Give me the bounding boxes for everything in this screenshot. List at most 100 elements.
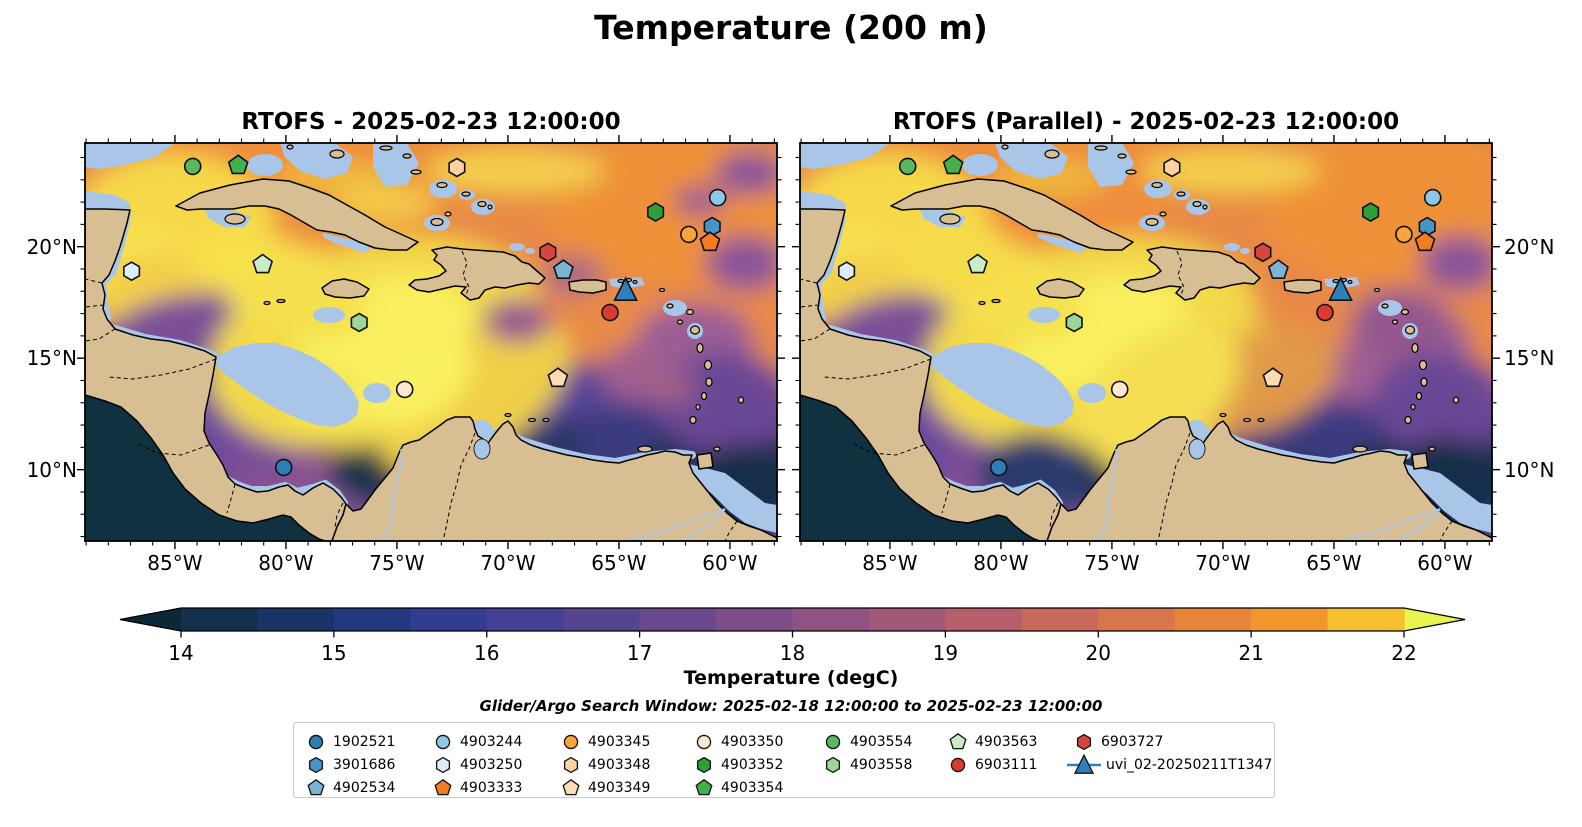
marker-4903563 — [967, 253, 989, 274]
x-tick-label-rtofs-4: 65°W — [591, 551, 647, 575]
legend-marker-4903345 — [563, 734, 579, 749]
colorbar-label: Temperature (degC) — [683, 667, 899, 689]
map-rtofs-parallel — [792, 135, 1500, 549]
legend-marker-4903558 — [825, 756, 841, 773]
marker-4903348 — [448, 157, 466, 178]
legend-marker-6903111 — [950, 757, 966, 772]
colorbar-tick-17: 17 — [626, 641, 653, 665]
y-tick-label-rtofs_parallel-1: 15°N — [1504, 346, 1555, 371]
marker-4903345 — [680, 225, 698, 244]
geography — [85, 143, 777, 541]
marker-4903333 — [1414, 231, 1436, 252]
colorbar-tick-16: 16 — [474, 641, 500, 665]
marker-4903558 — [1065, 312, 1083, 333]
marker-6903111 — [1316, 303, 1334, 322]
legend-marker-4903354 — [695, 778, 713, 795]
marker-4903250 — [123, 261, 141, 282]
marker-4903350 — [1110, 380, 1129, 399]
marker-6903727 — [1254, 242, 1272, 263]
marker-1902521 — [274, 458, 293, 477]
marker-4903563 — [252, 253, 274, 274]
marker-4902534 — [552, 259, 574, 279]
marker-4903354 — [942, 154, 964, 175]
marker-4903350 — [395, 380, 414, 399]
legend-label-3901686: 3901686 — [333, 756, 396, 773]
platform-markers — [838, 154, 1442, 477]
marker-4903352 — [1362, 202, 1380, 223]
x-tick-label-rtofs-2: 75°W — [369, 551, 425, 575]
legend-marker-4903244 — [435, 734, 451, 749]
legend-marker-4903563 — [949, 732, 967, 749]
x-tick-label-rtofs_parallel-3: 70°W — [1195, 551, 1251, 575]
legend-label-uvi_02-20250211T1347: uvi_02-20250211T1347 — [1106, 756, 1273, 773]
legend-marker-1902521 — [308, 734, 324, 749]
legend-label-4902534: 4902534 — [333, 779, 396, 796]
legend-marker-4903554 — [825, 734, 841, 749]
legend-marker-4903352 — [696, 756, 712, 773]
legend-marker-uvi_02-20250211T1347 — [1067, 753, 1101, 774]
legend-marker-4903250 — [435, 756, 451, 773]
marker-6903111 — [601, 303, 619, 322]
legend-label-4903558: 4903558 — [850, 756, 913, 773]
colorbar — [119, 607, 1466, 638]
legend-marker-6903727 — [1076, 733, 1092, 750]
colorbar-tick-20: 20 — [1085, 641, 1111, 665]
x-tick-label-rtofs-5: 60°W — [702, 551, 758, 575]
search-window-subtitle: Glider/Argo Search Window: 2025-02-18 12… — [479, 697, 1103, 715]
map-svg-rtofs — [77, 135, 785, 549]
marker-4903244 — [708, 188, 727, 207]
legend-label-6903111: 6903111 — [975, 756, 1038, 773]
x-tick-label-rtofs-3: 70°W — [480, 551, 536, 575]
marker-6903727 — [539, 242, 557, 263]
legend-marker-4903333 — [434, 778, 452, 795]
legend-label-4903349: 4903349 — [588, 779, 651, 796]
map-rtofs — [77, 135, 785, 549]
x-tick-label-rtofs_parallel-0: 85°W — [862, 551, 918, 575]
panel-title-rtofs-parallel: RTOFS (Parallel) - 2025-02-23 12:00:00 — [892, 109, 1400, 135]
marker-4903250 — [838, 261, 856, 282]
colorbar-tick-18: 18 — [779, 641, 806, 665]
platform-legend: 1902521 3901686 4902534 4903244 4903250 49033… — [293, 722, 1275, 798]
marker-4903333 — [699, 231, 721, 252]
legend-label-4903354: 4903354 — [721, 779, 784, 796]
y-tick-label-rtofs_parallel-2: 10°N — [1504, 457, 1555, 482]
x-tick-label-rtofs_parallel-4: 65°W — [1306, 551, 1362, 575]
marker-4903352 — [647, 202, 665, 223]
marker-4903349 — [547, 367, 569, 388]
marker-4903558 — [350, 312, 368, 333]
legend-label-4903350: 4903350 — [721, 733, 784, 750]
legend-label-4903563: 4903563 — [975, 733, 1038, 750]
legend-marker-4903350 — [696, 734, 712, 749]
marker-4903244 — [1423, 188, 1442, 207]
colorbar-tick-21: 21 — [1238, 641, 1264, 665]
marker-4903354 — [227, 154, 249, 175]
marker-4903554 — [183, 157, 202, 176]
figure-title: Temperature (200 m) — [594, 8, 988, 47]
marker-1902521 — [989, 458, 1008, 477]
colorbar-tick-19: 19 — [932, 641, 959, 665]
legend-marker-4902534 — [307, 778, 325, 795]
legend-marker-3901686 — [308, 756, 324, 773]
marker-4903348 — [1163, 157, 1181, 178]
legend-label-4903244: 4903244 — [460, 733, 523, 750]
legend-label-4903352: 4903352 — [721, 756, 784, 773]
legend-label-4903333: 4903333 — [460, 779, 523, 796]
y-tick-label-rtofs-2: 10°N — [26, 457, 77, 482]
legend-label-4903554: 4903554 — [850, 733, 913, 750]
marker-4903554 — [898, 157, 917, 176]
legend-marker-4903349 — [562, 778, 580, 795]
colorbar-tick-22: 22 — [1391, 641, 1417, 665]
y-tick-label-rtofs-1: 15°N — [26, 346, 77, 371]
legend-label-1902521: 1902521 — [333, 733, 396, 750]
x-tick-label-rtofs_parallel-1: 80°W — [973, 551, 1029, 575]
legend-marker-4903348 — [563, 756, 579, 773]
geography — [800, 143, 1492, 541]
panel-title-rtofs: RTOFS - 2025-02-23 12:00:00 — [241, 109, 621, 135]
x-tick-label-rtofs-1: 80°W — [258, 551, 314, 575]
marker-4903345 — [1395, 225, 1413, 244]
legend-label-4903348: 4903348 — [588, 756, 651, 773]
map-svg-rtofs_parallel — [792, 135, 1500, 549]
legend-label-6903727: 6903727 — [1101, 733, 1164, 750]
legend-label-4903345: 4903345 — [588, 733, 651, 750]
